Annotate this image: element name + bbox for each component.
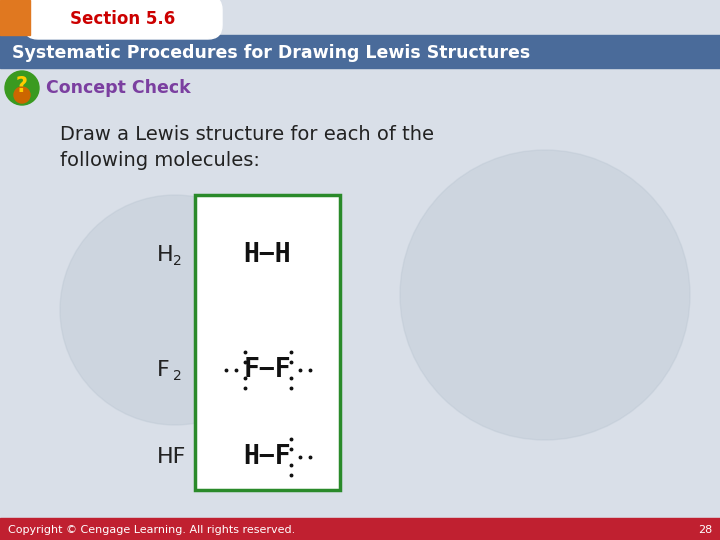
Text: H−F: H−F — [243, 444, 292, 470]
Text: Systematic Procedures for Drawing Lewis Structures: Systematic Procedures for Drawing Lewis … — [12, 44, 530, 62]
FancyBboxPatch shape — [24, 0, 222, 39]
Text: ?: ? — [16, 76, 28, 96]
Text: 2: 2 — [173, 254, 181, 268]
Text: 28: 28 — [698, 525, 712, 535]
Circle shape — [14, 87, 30, 103]
Text: Copyright © Cengage Learning. All rights reserved.: Copyright © Cengage Learning. All rights… — [8, 525, 295, 535]
Text: Concept Check: Concept Check — [46, 79, 191, 97]
Circle shape — [5, 71, 39, 105]
Bar — [0, 518, 720, 540]
Bar — [195, 195, 340, 490]
Text: F−F: F−F — [243, 357, 292, 383]
Bar — [0, 35, 720, 68]
Text: Section 5.6: Section 5.6 — [71, 10, 176, 28]
Circle shape — [60, 195, 290, 425]
Text: following molecules:: following molecules: — [60, 151, 260, 170]
Text: H−H: H−H — [243, 242, 292, 268]
Circle shape — [400, 150, 690, 440]
Text: HF: HF — [157, 447, 186, 467]
Text: Draw a Lewis structure for each of the: Draw a Lewis structure for each of the — [60, 125, 434, 145]
Bar — [0, 0, 30, 35]
Text: 2: 2 — [173, 369, 181, 383]
Text: H: H — [157, 245, 174, 265]
Text: F: F — [157, 360, 170, 380]
